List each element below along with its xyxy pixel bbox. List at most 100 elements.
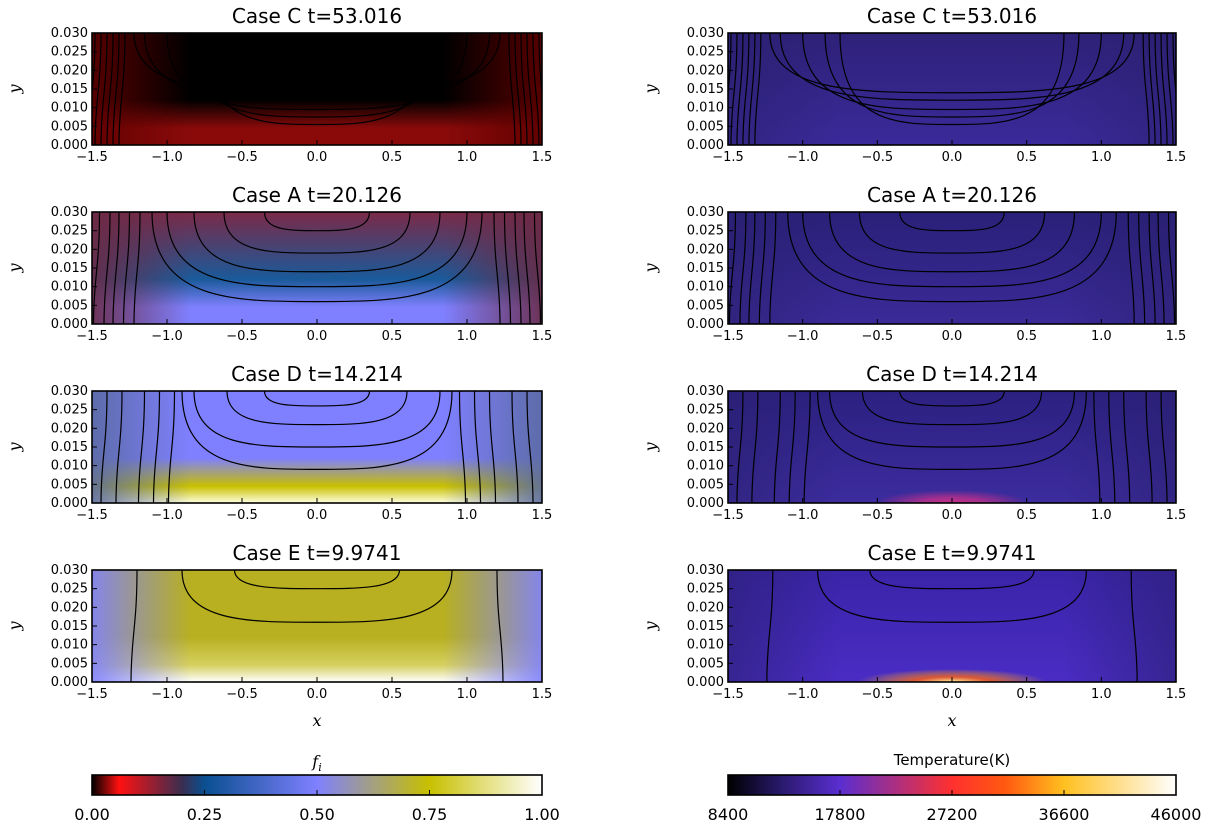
contour-line <box>115 391 123 503</box>
colorbar-tick-label: 1.00 <box>524 805 560 824</box>
x-axis-label: x <box>312 711 321 730</box>
x-tick-label: 0.5 <box>382 150 403 165</box>
y-tick-label: 0.020 <box>51 63 88 78</box>
contour-line <box>473 391 482 503</box>
contour-line <box>203 33 318 126</box>
x-tick-label: −1.0 <box>151 150 183 165</box>
y-tick-label: 0.000 <box>51 675 88 690</box>
contour-line <box>828 391 953 448</box>
y-tick-label: 0.030 <box>51 205 88 220</box>
contour-line <box>817 570 953 623</box>
y-axis-label: y <box>641 84 660 95</box>
contour-line <box>226 391 318 426</box>
x-tick-label: 0.0 <box>942 329 963 344</box>
panel-edge-shade <box>728 212 1176 324</box>
contour-lines <box>728 33 1176 145</box>
contour-line <box>869 570 953 590</box>
x-tick-label: 1.0 <box>457 150 478 165</box>
contour-line <box>166 33 318 111</box>
contour-line <box>503 212 512 324</box>
y-tick-label: 0.005 <box>687 298 724 313</box>
contour-line <box>92 212 101 324</box>
y-tick-label: 0.015 <box>51 440 88 455</box>
colorbar-tick-label: 27200 <box>927 805 978 824</box>
y-tick-label: 0.020 <box>51 421 88 436</box>
y-tick-label: 0.000 <box>51 317 88 332</box>
x-tick-label: 1.0 <box>457 508 478 523</box>
contour-line <box>130 570 138 682</box>
contour-line <box>1167 212 1176 324</box>
contour-line <box>188 33 318 118</box>
x-tick-label: 1.0 <box>457 687 478 702</box>
contour-line <box>1148 212 1156 324</box>
x-tick-label: 0.5 <box>1016 508 1037 523</box>
x-tick-label: −1.5 <box>76 150 108 165</box>
y-tick-label: 0.030 <box>51 384 88 399</box>
contour-line <box>137 391 146 503</box>
panel-5: Case D t=14.214 −1.5 −1.0 −0.5 0.0 0.5 1.0 1.5 0… <box>5 362 552 523</box>
y-tick-label: 0.005 <box>687 477 724 492</box>
y-tick-label: 0.010 <box>687 638 724 653</box>
x-tick-label: −0.5 <box>226 150 258 165</box>
contour-line <box>1160 391 1168 503</box>
contour-line <box>514 212 522 324</box>
panel-edge-shade <box>92 570 542 682</box>
x-tick-label: −1.5 <box>712 329 744 344</box>
y-axis-label: y <box>641 263 660 274</box>
contour-line <box>112 212 120 324</box>
contour-line <box>758 212 766 324</box>
contour-line <box>951 33 1102 111</box>
colorbar-tick-label: 0.00 <box>74 805 110 824</box>
contour-line <box>316 570 401 590</box>
contour-line <box>824 33 953 118</box>
panel-title: Case A t=20.126 <box>232 183 402 207</box>
contour-line <box>951 391 1076 448</box>
x-tick-label: 1.5 <box>1166 508 1187 523</box>
contour-line <box>520 33 528 145</box>
panel-title: Case E t=9.9741 <box>233 541 402 565</box>
y-tick-label: 0.025 <box>51 582 88 597</box>
y-axis-label: y <box>641 621 660 632</box>
contour-line <box>951 570 1087 623</box>
contour-line <box>828 212 953 273</box>
contour-lines <box>728 212 1176 324</box>
y-tick-label: 0.010 <box>51 280 88 295</box>
contour-line <box>514 33 522 145</box>
panel-1: Case C t=53.016 −1.5 −1.0 −0.5 0.0 0.5 1.0 1.5 0… <box>5 4 552 165</box>
contour-line <box>488 391 497 503</box>
panel-4: Case A t=20.126 −1.5 −1.0 −0.5 0.0 0.5 1.0 1.5 0… <box>641 183 1186 344</box>
y-axis-label: y <box>641 442 660 453</box>
contour-line <box>728 212 737 324</box>
contour-line <box>223 212 318 254</box>
y-tick-label: 0.010 <box>51 638 88 653</box>
contour-line <box>316 212 441 273</box>
y-tick-label: 0.025 <box>51 224 88 239</box>
contour-line <box>233 570 318 590</box>
x-tick-label: 1.5 <box>1166 687 1187 702</box>
panel-edge-shade <box>728 33 1176 145</box>
contour-line <box>316 33 431 126</box>
contour-line <box>951 33 1080 118</box>
x-tick-label: 1.0 <box>1091 508 1112 523</box>
y-tick-label: 0.020 <box>51 600 88 615</box>
y-tick-label: 0.005 <box>687 119 724 134</box>
contour-line <box>1123 391 1131 503</box>
contour-line <box>736 33 744 145</box>
contour-line <box>167 391 176 503</box>
contour-line <box>861 391 953 426</box>
contour-line <box>316 212 371 232</box>
contour-line <box>112 33 120 145</box>
x-tick-label: −0.5 <box>226 687 258 702</box>
x-tick-label: −0.5 <box>862 329 894 344</box>
contour-line <box>316 33 446 118</box>
y-tick-label: 0.005 <box>51 298 88 313</box>
y-tick-label: 0.015 <box>51 82 88 97</box>
panel-title: Case C t=53.016 <box>867 4 1037 28</box>
x-tick-label: 1.5 <box>532 508 553 523</box>
y-tick-label: 0.010 <box>51 459 88 474</box>
x-tick-label: −1.5 <box>712 687 744 702</box>
y-tick-label: 0.025 <box>687 582 724 597</box>
contour-line <box>1108 391 1116 503</box>
contour-line <box>951 391 1005 407</box>
